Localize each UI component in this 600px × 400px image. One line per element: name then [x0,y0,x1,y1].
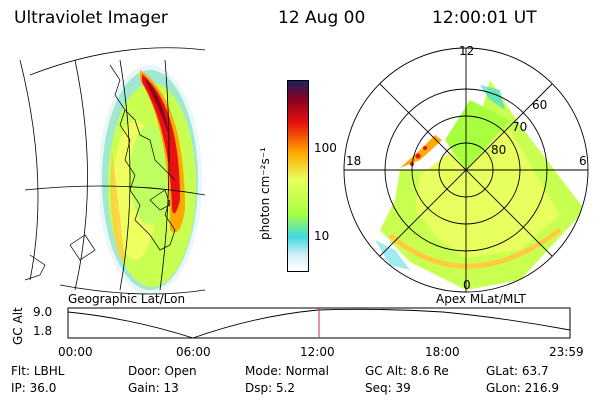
status-glon: GLon: 216.9 [486,381,559,395]
status-mode: Mode: Normal [245,364,329,378]
mlt-label-6: 6 [579,154,587,168]
timeline-xtick-2: 12:00 [300,345,335,359]
mlat-label-80: 80 [491,143,507,157]
status-ip: IP: 36.0 [11,381,57,395]
status-glat: GLat: 63.7 [486,364,549,378]
timeline-xtick-0: 00:00 [58,345,93,359]
timeline-xtick-3: 18:00 [425,345,460,359]
status-gain: Gain: 13 [128,381,179,395]
mlt-label-18: 18 [346,154,362,168]
left-panel-caption: Geographic Lat/Lon [68,292,186,306]
mlt-label-0: 0 [463,278,471,292]
mlat-label-60: 60 [532,98,548,112]
colorbar [287,80,309,272]
status-flt: Flt: LBHL [11,364,65,378]
mlt-label-12: 12 [459,44,475,58]
timeline-ytick-bottom: 1.8 [33,324,53,338]
status-seq: Seq: 39 [365,381,411,395]
status-door: Door: Open [128,364,197,378]
mlat-label-70: 70 [512,120,528,134]
timeline-xtick-1: 06:00 [176,345,211,359]
status-gc-alt: GC Alt: 8.6 Re [365,364,449,378]
instrument-title: Ultraviolet Imager [14,8,168,28]
timeline-xtick-4: 23:59 [549,345,584,359]
date-label: 12 Aug 00 [278,8,366,28]
right-panel-caption: Apex MLat/MLT [436,292,526,306]
status-dsp: Dsp: 5.2 [245,381,296,395]
colorbar-tick-100: 100 [314,141,337,155]
colorbar-tick-10: 10 [314,229,330,243]
time-label: 12:00:01 UT [432,8,537,28]
timeline-ytick-top: 9.0 [33,305,53,319]
